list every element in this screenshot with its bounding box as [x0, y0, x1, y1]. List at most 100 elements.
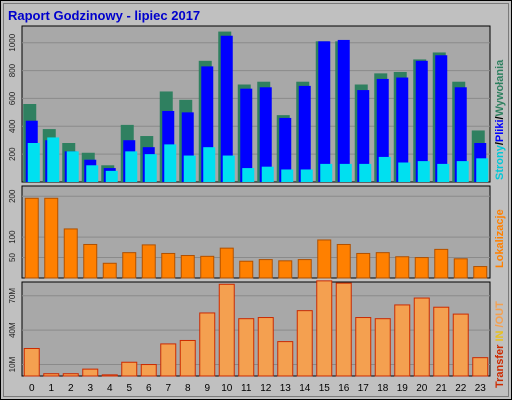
transfer-bar: [82, 368, 99, 377]
hour-label: 19: [397, 383, 409, 394]
hour-label: 5: [126, 383, 132, 394]
hour-label: 21: [436, 383, 448, 394]
files-bar: [318, 41, 331, 183]
transfer-bar: [101, 374, 118, 377]
files-bar: [376, 78, 389, 182]
hour-label: 1: [48, 383, 54, 394]
pages-label: Strony: [494, 144, 506, 180]
transfer-bar: [238, 318, 255, 377]
pages-bar: [222, 155, 235, 182]
hour-label: 15: [319, 383, 331, 394]
pages-bar: [27, 143, 40, 182]
hour-label: 17: [358, 383, 370, 394]
files-bar: [279, 117, 292, 182]
y-tick-label: 400: [8, 119, 17, 133]
sites-bar: [219, 247, 234, 279]
transfer-bar: [140, 364, 157, 377]
files-bar: [259, 87, 272, 182]
sites-bar: [317, 239, 332, 279]
pages-bar: [339, 163, 352, 182]
pages-bar: [86, 165, 99, 182]
files-bar: [298, 85, 311, 182]
pages-bar: [66, 151, 79, 182]
files-bar: [396, 77, 409, 182]
visits-panel: 50 100 200: [8, 185, 491, 279]
sites-bar: [414, 257, 429, 279]
sites-bar: [102, 262, 117, 279]
hour-label: 7: [165, 383, 171, 394]
traffic-panel: 200 400 600 800 1000: [8, 25, 491, 183]
transfer-bar: [218, 283, 235, 377]
visits-plot-area: [21, 185, 491, 279]
transfer-bar: [160, 343, 177, 377]
transfer-plot-area: [21, 281, 491, 377]
sites-bar: [395, 256, 410, 279]
out-label: /OUT: [494, 301, 506, 328]
transfer-bar: [199, 312, 216, 377]
pages-bar: [300, 169, 313, 182]
hits-label: Wywołania: [494, 59, 506, 117]
hour-label: 4: [107, 383, 113, 394]
traffic-side-label: Strony/Pliki/Wywołania: [494, 59, 506, 180]
files-bar: [337, 39, 350, 182]
hour-label: 20: [416, 383, 428, 394]
pages-bar: [359, 163, 372, 182]
transfer-bar: [257, 317, 274, 377]
transfer-bar: [394, 304, 411, 377]
transfer-side-label: Transfer IN /OUT: [494, 301, 506, 388]
y-tick-label: 200: [8, 147, 17, 161]
hour-label: 13: [280, 383, 292, 394]
pages-bar: [456, 161, 469, 182]
sites-bar: [180, 255, 195, 279]
hour-label: 11: [241, 383, 252, 394]
transfer-bar: [179, 339, 196, 377]
sites-bar: [161, 252, 176, 279]
hour-label: 9: [204, 383, 210, 394]
chart-title: Raport Godzinowy - lipiec 2017: [8, 8, 200, 23]
hour-label: 0: [29, 383, 35, 394]
sites-bar: [239, 260, 254, 279]
sites-bar: [473, 266, 488, 279]
transfer-bar: [433, 306, 450, 377]
hour-axis-labels: 0 1 2 3 4 5 6 7 8 9 10 11 12 13 14 15 16 17 18 19 20 21 22 23: [29, 383, 486, 394]
chart-inner-border: [3, 3, 509, 397]
pages-bar: [47, 137, 60, 182]
hour-label: 22: [455, 383, 467, 394]
traffic-plot-area: [21, 25, 491, 183]
pages-bar: [183, 155, 196, 182]
pages-bar: [476, 158, 489, 182]
sites-bar: [141, 244, 156, 279]
transfer-label: Transfer: [494, 344, 506, 388]
sites-bar: [375, 252, 390, 279]
sites-bar: [297, 259, 312, 279]
files-bar: [415, 60, 428, 183]
transfer-bar: [23, 347, 40, 377]
hour-label: 23: [475, 383, 487, 394]
sites-bar: [44, 197, 59, 279]
pages-bar: [242, 168, 255, 182]
sites-bar: [122, 252, 137, 279]
sites-bar: [200, 255, 215, 279]
transfer-bar: [296, 310, 313, 377]
pages-bar: [261, 166, 274, 182]
files-bar: [357, 90, 370, 182]
sites-bar: [336, 243, 351, 279]
sites-bar: [434, 248, 449, 279]
hour-label: 12: [260, 383, 272, 394]
pages-bar: [417, 161, 430, 182]
pages-bar: [320, 163, 333, 182]
pages-bar: [437, 163, 450, 182]
label-separator: /: [494, 142, 506, 145]
label-separator: /: [494, 116, 506, 119]
transfer-bar: [452, 313, 469, 377]
y-tick-label: 100: [8, 230, 17, 244]
hour-label: 16: [338, 383, 350, 394]
y-tick-label: 50: [8, 253, 17, 262]
y-tick-label: 70M: [8, 288, 17, 304]
files-label: Pliki: [494, 119, 506, 142]
sites-bar: [83, 243, 98, 279]
y-tick-label: 40M: [8, 322, 17, 338]
hour-label: 3: [87, 383, 93, 394]
y-tick-label: 10M: [8, 356, 17, 372]
